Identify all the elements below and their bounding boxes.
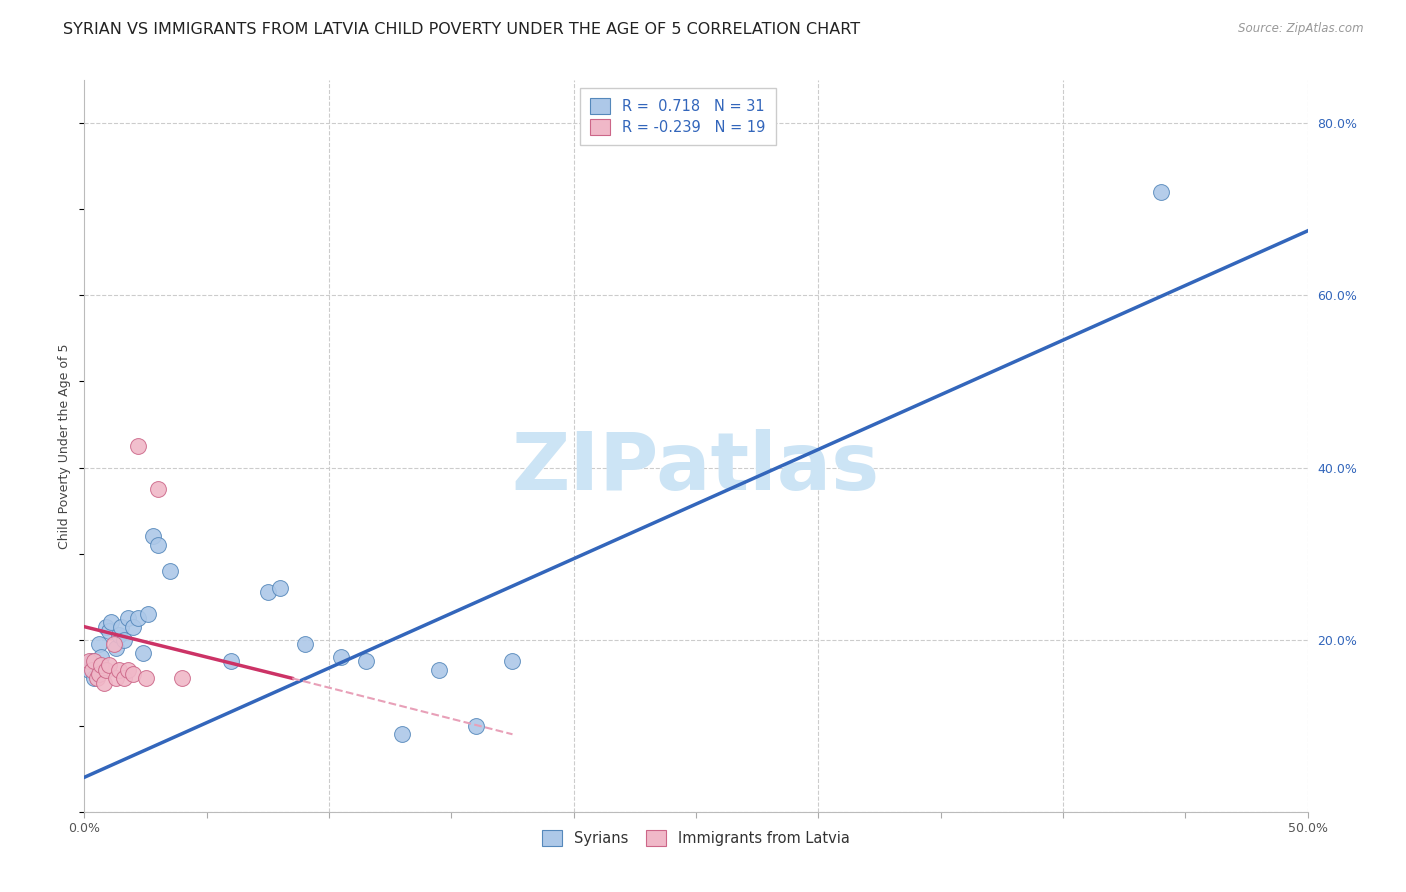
Point xyxy=(502,654,524,668)
Point xyxy=(83,654,105,668)
Point xyxy=(146,538,169,552)
Point xyxy=(219,654,242,668)
Point xyxy=(96,620,118,634)
Point xyxy=(87,667,110,681)
Point xyxy=(122,667,145,681)
Point xyxy=(159,564,181,578)
Point xyxy=(97,658,120,673)
Point xyxy=(464,719,486,733)
Point xyxy=(127,439,149,453)
Legend: Syrians, Immigrants from Latvia: Syrians, Immigrants from Latvia xyxy=(536,824,856,852)
Point xyxy=(135,671,157,685)
Point xyxy=(97,624,120,638)
Point xyxy=(105,641,128,656)
Point xyxy=(90,649,112,664)
Text: Source: ZipAtlas.com: Source: ZipAtlas.com xyxy=(1239,22,1364,36)
Point xyxy=(107,628,129,642)
Point xyxy=(83,671,105,685)
Point xyxy=(90,658,112,673)
Point xyxy=(100,615,122,630)
Point xyxy=(87,637,110,651)
Point xyxy=(146,482,169,496)
Y-axis label: Child Poverty Under the Age of 5: Child Poverty Under the Age of 5 xyxy=(58,343,72,549)
Point xyxy=(354,654,377,668)
Point xyxy=(110,620,132,634)
Point xyxy=(112,671,135,685)
Point xyxy=(86,671,108,685)
Point xyxy=(294,637,316,651)
Point xyxy=(132,646,155,660)
Point xyxy=(122,620,145,634)
Point xyxy=(427,663,450,677)
Point xyxy=(117,611,139,625)
Text: SYRIAN VS IMMIGRANTS FROM LATVIA CHILD POVERTY UNDER THE AGE OF 5 CORRELATION CH: SYRIAN VS IMMIGRANTS FROM LATVIA CHILD P… xyxy=(63,22,860,37)
Point xyxy=(103,637,125,651)
Point xyxy=(105,671,128,685)
Point xyxy=(391,727,413,741)
Point xyxy=(330,649,353,664)
Point xyxy=(112,632,135,647)
Point xyxy=(96,663,118,677)
Point xyxy=(1150,185,1173,199)
Point xyxy=(136,607,159,621)
Point xyxy=(80,663,103,677)
Point xyxy=(80,654,103,668)
Point xyxy=(269,581,291,595)
Point xyxy=(127,611,149,625)
Point xyxy=(77,654,100,668)
Point xyxy=(77,663,100,677)
Point xyxy=(107,663,129,677)
Point xyxy=(142,529,165,543)
Point xyxy=(172,671,194,685)
Point xyxy=(117,663,139,677)
Text: ZIPatlas: ZIPatlas xyxy=(512,429,880,507)
Point xyxy=(93,675,115,690)
Point xyxy=(257,585,280,599)
